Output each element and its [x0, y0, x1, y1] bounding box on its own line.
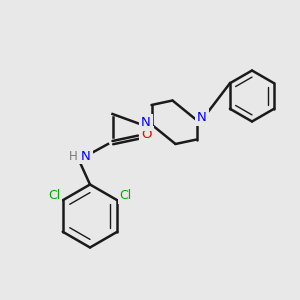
Text: N: N — [141, 116, 151, 129]
Text: O: O — [141, 128, 152, 141]
Text: N: N — [81, 149, 91, 163]
Text: N: N — [197, 111, 207, 124]
Text: Cl: Cl — [120, 189, 132, 202]
Text: Cl: Cl — [48, 189, 60, 202]
Text: H: H — [68, 149, 77, 163]
